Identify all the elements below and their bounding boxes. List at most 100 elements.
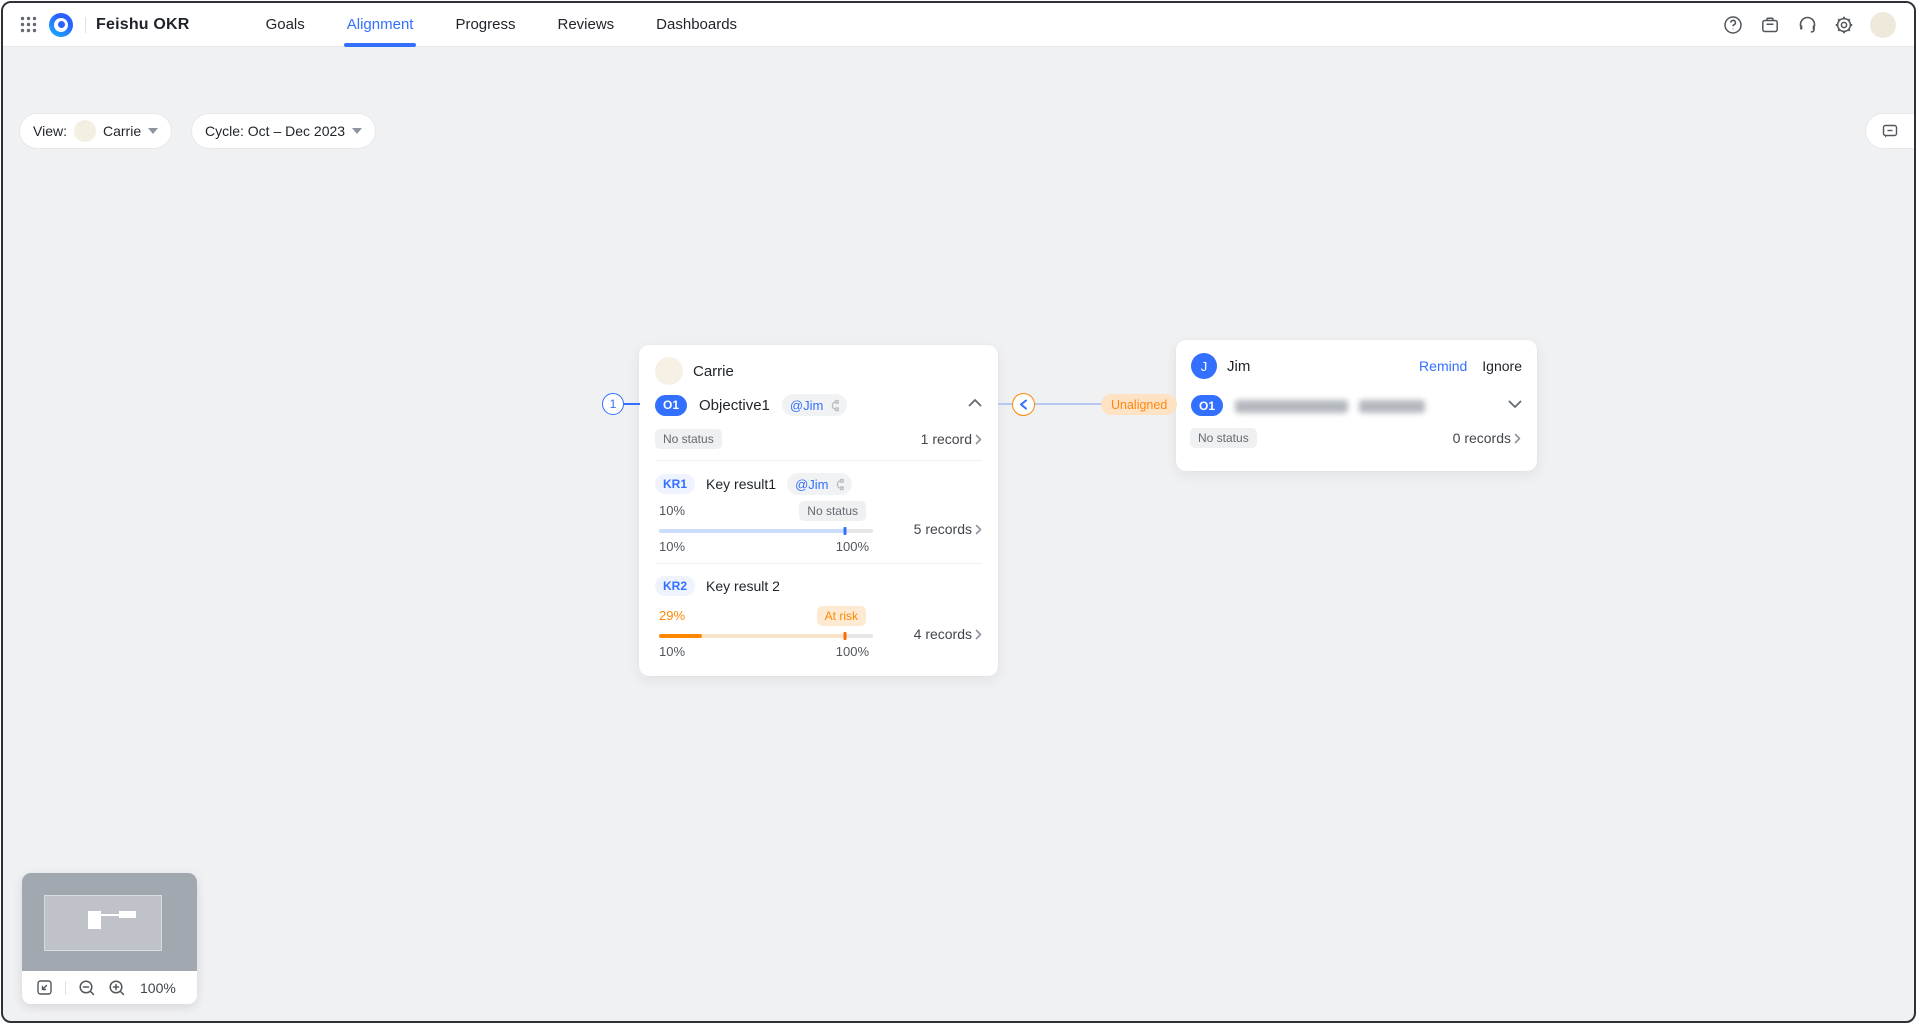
app-title: Feishu OKR [96,15,190,33]
tab-dashboards[interactable]: Dashboards [656,16,738,33]
chevron-up-icon [968,399,982,407]
status-badge: No status [655,429,722,449]
kr2-progress-track [659,634,846,638]
objective-collapse-button[interactable] [968,398,982,407]
unaligned-label: Unaligned [1111,397,1168,412]
kr2-range-start: 10% [659,644,686,659]
card-divider [655,563,982,564]
alignment-canvas: View: Carrie Cycle: Oct – Dec 2023 1 [3,47,1914,1021]
kr1-badge: KR1 [655,474,696,494]
view-owner-avatar [73,120,96,142]
objective-records-link[interactable]: 1 record [921,431,982,447]
minimap-connector [101,914,119,916]
objective-row[interactable]: O1 [1191,395,1224,416]
redacted-objective-text [1359,400,1425,413]
nav-tabs: Goals Alignment Progress Reviews Dashboa… [265,3,738,47]
comment-panel-toggle[interactable] [1865,113,1914,149]
assignee-mention: @Jim [789,397,824,413]
align-link-icon [837,478,845,490]
objective-assignee-tag[interactable]: @Jim [781,394,848,416]
kr1-target-tick [843,527,847,535]
headset-icon[interactable] [1796,14,1818,36]
records-count: 4 records [913,626,972,642]
zoom-level: 100% [140,979,176,996]
kr1-records-link[interactable]: 5 records [914,521,982,537]
carrie-avatar[interactable] [655,357,683,385]
kr2-title: Key result 2 [706,578,780,594]
fit-to-screen-button[interactable] [36,979,53,996]
minimap-viewport[interactable] [44,895,162,951]
kr2-status-badge: At risk [816,606,866,626]
assignee-mention: @Jim [795,476,829,492]
kr1-status-badge: No status [799,501,866,521]
chevron-right-icon [975,629,982,639]
comment-icon [1882,124,1898,138]
zoom-in-button[interactable] [108,979,126,997]
user-avatar[interactable] [1870,11,1896,38]
ignore-button[interactable]: Ignore [1482,358,1522,374]
connector-line [998,403,1177,405]
zoom-out-button[interactable] [78,979,96,997]
kr2-progress-value: 29% [659,608,686,623]
objective-records-link[interactable]: 0 records [1453,430,1521,446]
alignment-count-node[interactable]: 1 [602,393,624,415]
settings-icon[interactable] [1833,14,1855,36]
objective-status: No status [1190,428,1257,448]
kr1-row[interactable]: KR1 Key result1 @Jim [655,473,853,495]
kr2-progress-bar [659,632,873,640]
minimap-toolbar: 100% [22,971,197,1004]
kr1-progress-track [659,529,846,533]
nav-left: Feishu OKR [3,12,190,37]
objective-status: No status [655,429,722,449]
toolbar-divider [65,980,66,995]
kr2-target-tick [843,632,847,640]
objective-row[interactable]: O1 Objective1 @Jim [655,394,848,416]
objective-badge: O1 [655,394,688,416]
records-count: 1 record [920,431,972,447]
help-icon[interactable] [1722,14,1744,36]
kr1-assignee-tag[interactable]: @Jim [787,473,853,495]
alignment-count: 1 [609,397,617,411]
tab-progress[interactable]: Progress [455,16,516,33]
kr1-progress-value: 10% [659,503,686,518]
minimap-panel: 100% [22,873,197,1004]
align-link-icon [832,399,840,411]
kr2-progress-fill [659,634,702,638]
card-owner-row: Carrie [655,357,734,385]
objective-expand-button[interactable] [1508,400,1522,409]
workbench-icon[interactable] [1759,14,1781,36]
records-count: 0 records [1452,430,1511,446]
nav-divider [85,16,86,33]
kr2-row[interactable]: KR2 Key result 2 [655,576,780,596]
kr2-records-link[interactable]: 4 records [914,626,982,642]
app-grid-icon[interactable] [17,14,39,36]
minimap-card-carrie [88,911,101,929]
kr2-badge: KR2 [655,576,696,596]
redacted-objective-text [1235,400,1348,413]
caret-down-icon [352,128,363,134]
view-filter-dropdown[interactable]: View: Carrie [19,113,173,149]
kr1-progress-bar [659,527,873,535]
kr1-range-start: 10% [659,539,686,554]
collapse-connector-node[interactable] [1012,393,1035,416]
minimap-card-jim [119,911,136,918]
okr-card-jim: J Jim Remind Ignore O1 No status 0 re [1176,340,1537,471]
card-divider [655,460,982,461]
cycle-filter-dropdown[interactable]: Cycle: Oct – Dec 2023 [191,113,377,149]
jim-avatar[interactable]: J [1191,353,1217,379]
owner-name: Carrie [693,362,734,380]
caret-down-icon [148,128,159,134]
top-nav: Feishu OKR Goals Alignment Progress Revi… [3,3,1914,47]
remind-button[interactable]: Remind [1419,358,1468,374]
view-label: View: [33,123,67,139]
minimap-view[interactable] [22,873,197,971]
tab-reviews[interactable]: Reviews [557,16,615,33]
records-count: 5 records [913,521,972,537]
nav-right [1722,11,1914,38]
chevron-down-icon [1508,400,1522,408]
card-owner-row: J Jim [1191,353,1250,379]
chevron-right-icon [975,434,982,444]
tab-alignment[interactable]: Alignment [343,3,417,47]
tab-goals[interactable]: Goals [265,16,305,33]
